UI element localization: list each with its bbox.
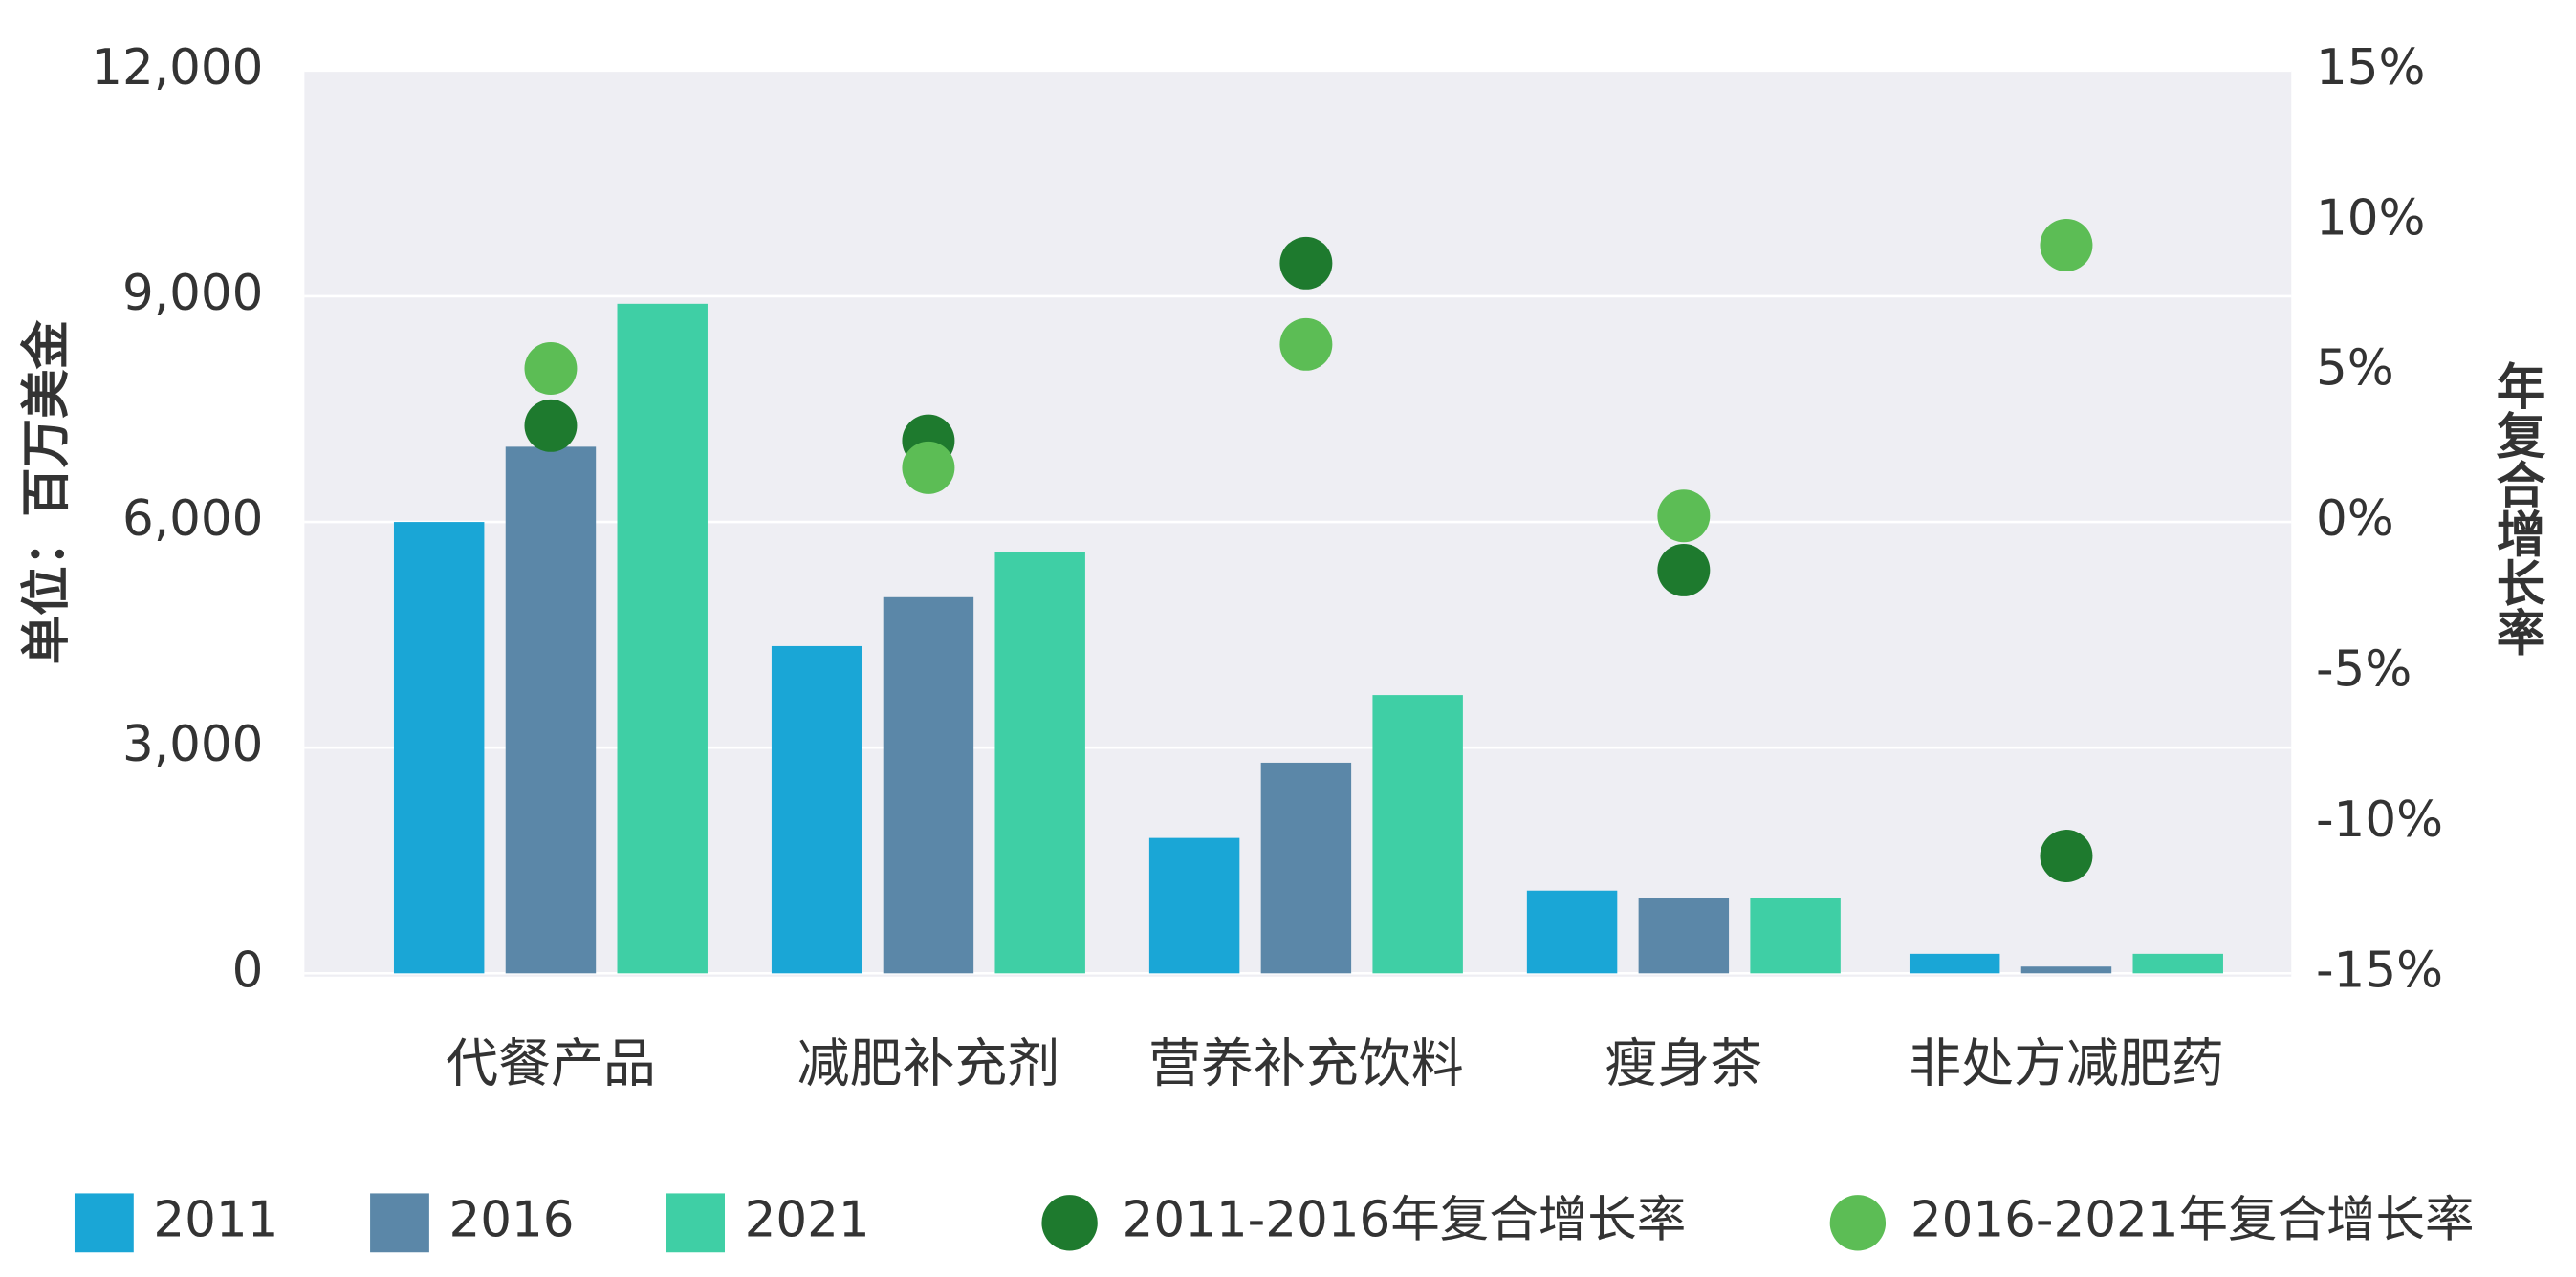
bar <box>1372 695 1463 974</box>
y-tick-label: 12,000 <box>91 39 263 97</box>
y2-tick-label: -15% <box>2316 942 2443 999</box>
x-tick-label: 代餐产品 <box>446 1032 656 1093</box>
x-tick-label: 非处方减肥药 <box>1909 1032 2224 1093</box>
x-tick-label: 营养补充饮料 <box>1148 1032 1464 1093</box>
bar <box>771 645 862 974</box>
bar <box>1148 837 1240 974</box>
dot <box>2040 218 2093 271</box>
y2-tick-label: 15% <box>2316 39 2425 97</box>
bar <box>393 522 485 974</box>
bar <box>2020 966 2112 974</box>
y-tick-label: 0 <box>232 942 264 999</box>
x-tick-label: 瘦身茶 <box>1605 1032 1762 1093</box>
legend-label: 2011 <box>153 1191 278 1248</box>
bar <box>883 596 974 974</box>
bar <box>994 552 1085 974</box>
y-tick-label: 3,000 <box>122 716 263 773</box>
bar <box>1638 898 1730 974</box>
y2-tick-label: 5% <box>2316 340 2394 398</box>
legend-label: 2021 <box>745 1191 870 1248</box>
y2-tick-label: -10% <box>2316 791 2443 849</box>
x-tick-label: 减肥补充剂 <box>797 1032 1060 1093</box>
y2-tick-label: 0% <box>2316 490 2394 548</box>
dot <box>524 342 578 395</box>
legend-swatch <box>1829 1195 1887 1251</box>
dot <box>524 399 578 452</box>
legend-label: 2016-2021年复合增长率 <box>1910 1191 2475 1248</box>
dot <box>1657 543 1711 596</box>
y2-tick-label: 10% <box>2316 189 2425 247</box>
legend-swatch <box>666 1193 725 1253</box>
dot <box>1657 489 1711 543</box>
legend-swatch <box>1041 1195 1098 1251</box>
bar <box>1260 762 1352 974</box>
legend-label: 2011-2016年复合增长率 <box>1123 1191 1687 1248</box>
y2-axis-title: 年复合增长率 <box>2487 361 2545 657</box>
dot <box>902 441 955 494</box>
y2-tick-label: -5% <box>2316 640 2412 698</box>
y-tick-label: 6,000 <box>122 490 263 548</box>
bar <box>1909 953 2000 974</box>
bar <box>1526 890 1618 974</box>
dot <box>1279 236 1333 290</box>
bar <box>617 303 708 974</box>
dot <box>1279 317 1333 371</box>
legend-swatch <box>370 1193 429 1253</box>
bar <box>505 446 597 974</box>
legend-swatch <box>74 1193 134 1253</box>
dot <box>2040 830 2093 883</box>
legend-label: 2016 <box>448 1191 574 1248</box>
y-axis-title: 单位：百万美金 <box>18 319 76 664</box>
y-tick-label: 9,000 <box>122 265 263 322</box>
bar <box>2132 953 2223 974</box>
bar <box>1750 898 1841 974</box>
